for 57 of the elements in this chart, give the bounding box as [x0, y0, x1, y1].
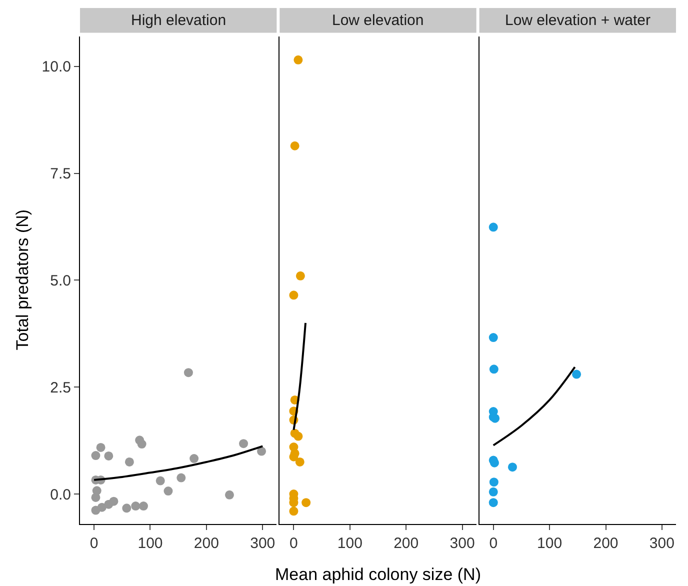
- point: [290, 141, 300, 150]
- chart-title: Low elevation: [332, 12, 424, 29]
- point: [91, 492, 100, 502]
- point: [190, 454, 199, 464]
- x-tick-label: 300: [649, 535, 674, 552]
- y-tick-label: 0.0: [50, 486, 71, 504]
- x-axis-title: Mean aphid colony size (N): [275, 565, 481, 584]
- point: [164, 486, 173, 496]
- point: [488, 498, 498, 508]
- x-tick-label: 100: [537, 535, 562, 552]
- point: [289, 290, 298, 300]
- point: [239, 439, 248, 448]
- x-tick-label: 0: [489, 535, 498, 552]
- point: [139, 502, 148, 511]
- point: [104, 451, 114, 460]
- point: [91, 451, 100, 460]
- point: [295, 457, 304, 466]
- point: [124, 457, 134, 466]
- point: [508, 462, 517, 472]
- y-tick-label: 5.0: [50, 272, 71, 290]
- point: [122, 504, 132, 513]
- point: [488, 487, 498, 496]
- point: [488, 222, 498, 232]
- point: [184, 368, 193, 378]
- chart-title: High elevation: [131, 12, 226, 29]
- y-tick-label: 2.5: [50, 379, 71, 396]
- x-tick-label: 300: [250, 535, 276, 552]
- point: [224, 490, 234, 500]
- point: [176, 473, 186, 482]
- point: [257, 446, 266, 456]
- point: [131, 502, 140, 511]
- y-tick-label: 10.0: [42, 58, 71, 76]
- point: [489, 364, 498, 374]
- x-tick-label: 0: [90, 535, 98, 552]
- point: [296, 271, 305, 280]
- point: [489, 478, 498, 487]
- point: [156, 476, 165, 486]
- x-tick-label: 100: [138, 535, 163, 552]
- x-tick-label: 0: [290, 535, 298, 552]
- point: [294, 432, 303, 441]
- point: [572, 370, 582, 379]
- y-tick-label: 7.5: [50, 166, 71, 183]
- point: [302, 498, 311, 508]
- point: [137, 440, 146, 449]
- point: [289, 506, 298, 516]
- point: [488, 333, 498, 342]
- x-tick-label: 200: [593, 535, 618, 552]
- x-tick-label: 300: [450, 535, 475, 552]
- point: [294, 55, 303, 64]
- x-tick-label: 100: [337, 535, 362, 552]
- chart-title: Low elevation + water: [505, 12, 651, 29]
- point: [97, 502, 106, 512]
- x-tick-label: 200: [394, 535, 419, 552]
- point: [96, 442, 106, 452]
- y-axis-title: Total predators (N): [12, 209, 32, 350]
- x-tick-label: 200: [194, 535, 219, 552]
- point: [109, 496, 118, 506]
